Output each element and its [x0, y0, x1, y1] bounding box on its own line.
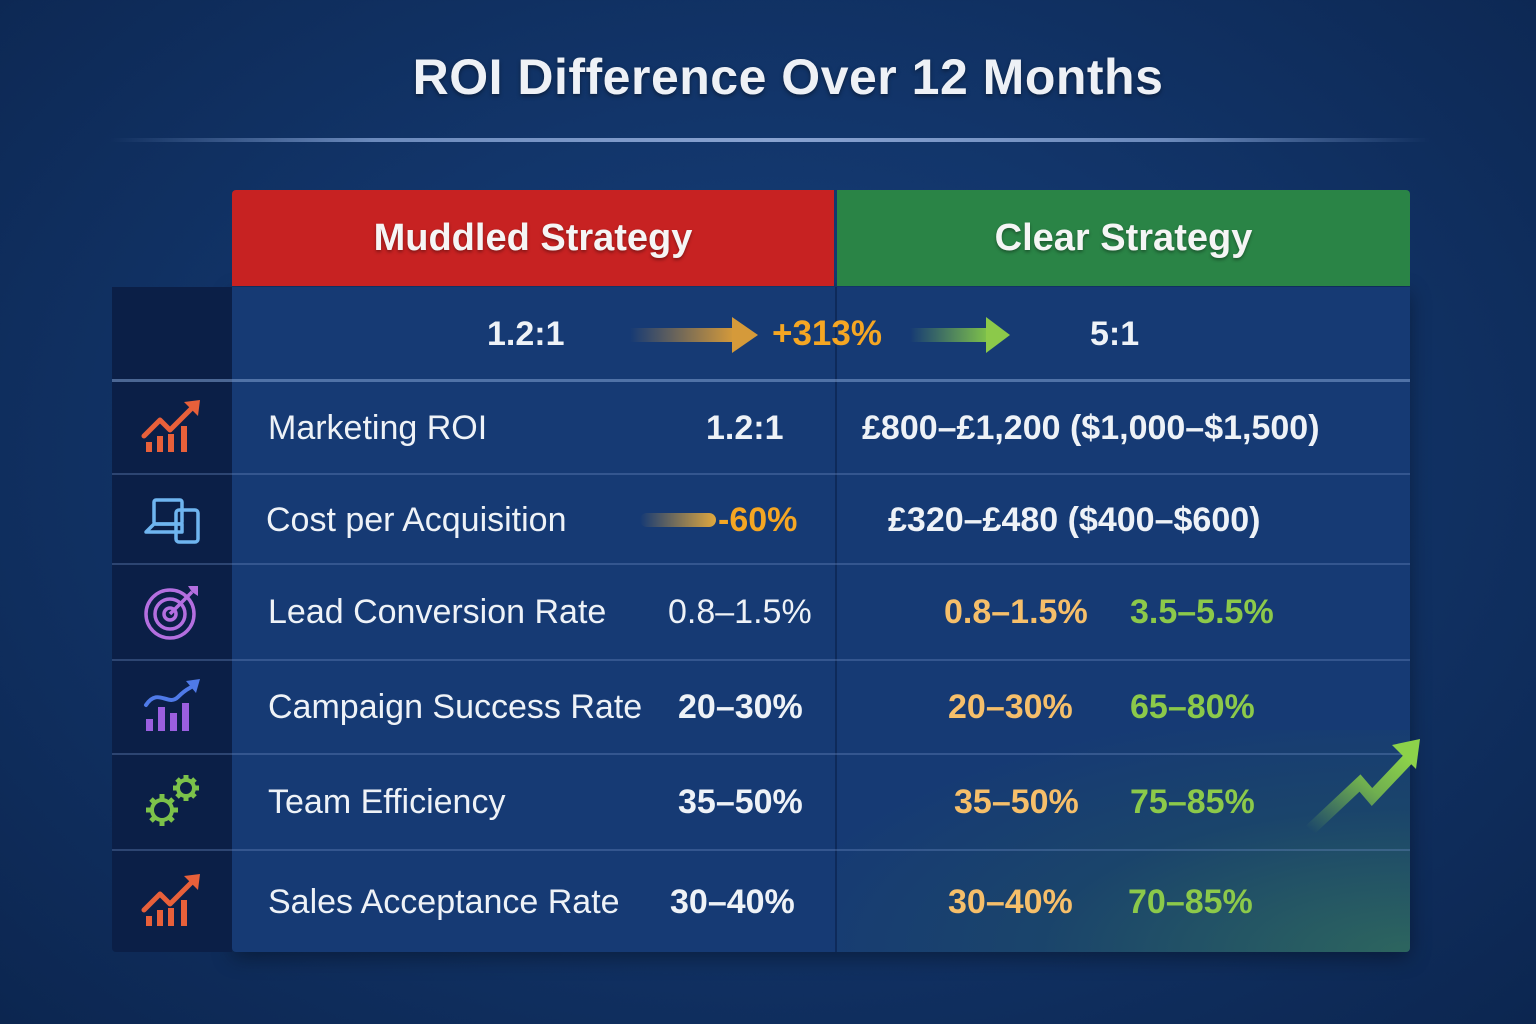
title-divider	[110, 138, 1430, 142]
summary-clear-ratio: 5:1	[1090, 314, 1140, 353]
muddled-value: 1.2:1	[706, 408, 784, 447]
row-label: Sales Acceptance Rate	[268, 882, 620, 921]
muddled-value: -60%	[718, 500, 798, 539]
chart-up-icon	[141, 400, 200, 452]
target-icon	[144, 586, 198, 640]
row-label: Marketing ROI	[268, 408, 488, 447]
clear-after-value: 75–85%	[1130, 782, 1255, 821]
gears-icon	[146, 775, 199, 826]
row-divider	[112, 473, 1410, 475]
clear-before-value: 35–50%	[954, 782, 1079, 821]
row-divider	[112, 849, 1410, 851]
clear-before-value: 30–40%	[948, 882, 1073, 921]
row-divider	[112, 659, 1410, 661]
devices-icon	[144, 498, 200, 544]
clear-value: £800–£1,200 ($1,000–$1,500)	[862, 408, 1320, 447]
page-title: ROI Difference Over 12 Months	[412, 49, 1164, 105]
row-label: Lead Conversion Rate	[268, 592, 607, 631]
clear-after-value: 70–85%	[1128, 882, 1253, 921]
muddled-value: 20–30%	[678, 687, 803, 726]
row-divider	[112, 379, 1410, 382]
summary-muddled-ratio: 1.2:1	[487, 314, 565, 353]
clear-after-value: 3.5–5.5%	[1130, 592, 1274, 631]
muddled-strategy-header: Muddled Strategy	[232, 190, 834, 286]
decrease-bar-icon	[640, 513, 716, 527]
row-label: Cost per Acquisition	[266, 500, 567, 539]
row-label: Team Efficiency	[268, 782, 506, 821]
clear-before-value: 20–30%	[948, 687, 1073, 726]
row-divider	[112, 753, 1410, 755]
clear-before-value: 0.8–1.5%	[944, 592, 1088, 631]
muddled-value: 35–50%	[678, 782, 803, 821]
green-glow-decoration	[837, 730, 1410, 952]
summary-change: +313%	[772, 314, 882, 353]
clear-strategy-header: Clear Strategy	[837, 190, 1410, 286]
clear-value: £320–£480 ($400–$600)	[888, 500, 1261, 539]
arrow-right-icon	[630, 317, 758, 353]
bar-trend-icon	[144, 679, 200, 731]
chart-up-icon	[141, 874, 200, 926]
clear-after-value: 65–80%	[1130, 687, 1255, 726]
row-label: Campaign Success Rate	[268, 687, 643, 726]
growth-arrow-icon	[1305, 739, 1420, 835]
arrow-right-icon	[910, 317, 1010, 353]
muddled-value: 0.8–1.5%	[668, 592, 812, 631]
column-divider	[835, 287, 837, 952]
muddled-value: 30–40%	[670, 882, 795, 921]
row-divider	[112, 563, 1410, 565]
